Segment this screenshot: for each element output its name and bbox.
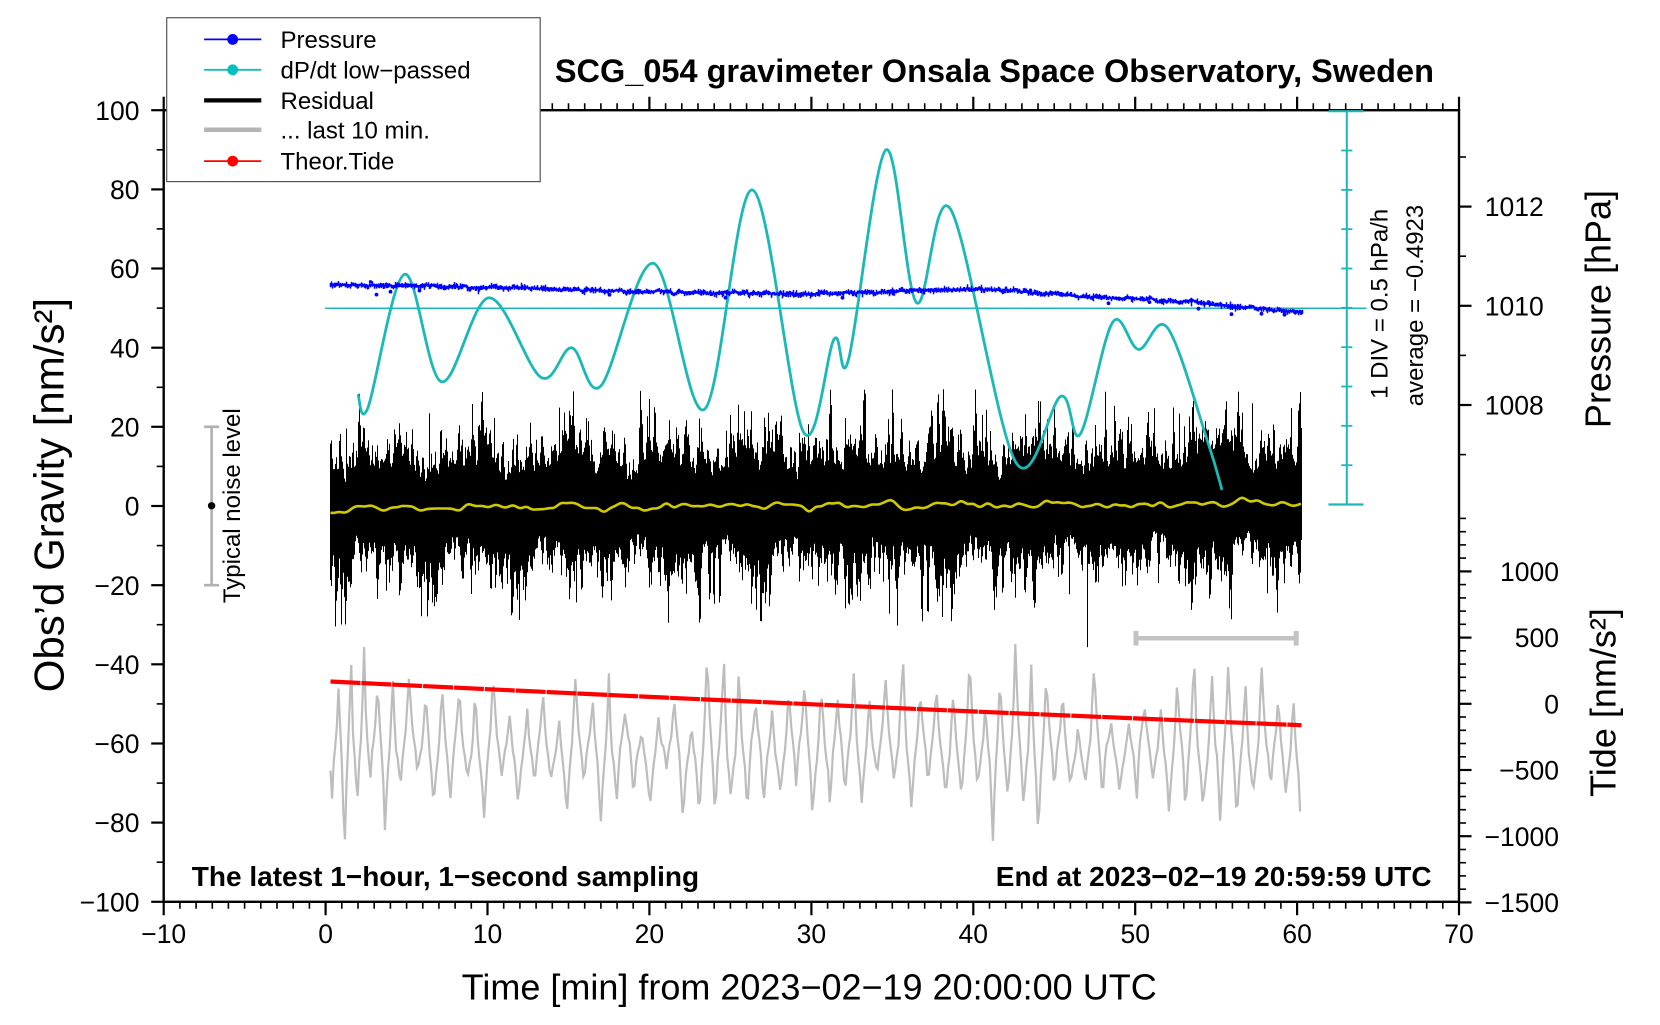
- svg-text:70: 70: [1444, 919, 1473, 949]
- svg-text:Residual: Residual: [281, 88, 374, 115]
- svg-text:40: 40: [110, 333, 139, 363]
- svg-text:End at 2023−02−19 20:59:59 UTC: End at 2023−02−19 20:59:59 UTC: [996, 861, 1432, 892]
- svg-text:Time [min] from 2023−02−19 20:: Time [min] from 2023−02−19 20:00:00 UTC: [462, 967, 1157, 1008]
- svg-text:average = −0.4923: average = −0.4923: [1402, 205, 1429, 407]
- svg-text:60: 60: [110, 254, 139, 284]
- svg-text:Tide [nm/s²]: Tide [nm/s²]: [1582, 608, 1623, 797]
- svg-text:Pressure: Pressure: [281, 27, 377, 54]
- svg-text:... last 10 min.: ... last 10 min.: [281, 117, 430, 144]
- svg-text:−20: −20: [95, 571, 140, 601]
- svg-text:−1500: −1500: [1485, 888, 1559, 918]
- svg-text:Obs’d Gravity [nm/s²]: Obs’d Gravity [nm/s²]: [26, 298, 73, 692]
- svg-text:The latest 1−hour, 1−second sa: The latest 1−hour, 1−second sampling: [192, 861, 699, 892]
- svg-text:−60: −60: [95, 729, 140, 759]
- svg-text:1000: 1000: [1500, 557, 1559, 587]
- svg-text:0: 0: [318, 919, 333, 949]
- svg-text:500: 500: [1515, 623, 1559, 653]
- svg-text:−500: −500: [1499, 756, 1559, 786]
- svg-text:50: 50: [1120, 919, 1149, 949]
- svg-text:40: 40: [959, 919, 988, 949]
- svg-text:20: 20: [110, 412, 139, 442]
- svg-text:Theor.Tide: Theor.Tide: [281, 149, 395, 176]
- svg-text:Pressure [hPa]: Pressure [hPa]: [1578, 190, 1619, 428]
- svg-text:dP/dt low−passed: dP/dt low−passed: [281, 57, 471, 84]
- svg-text:Typical noise level: Typical noise level: [219, 408, 246, 603]
- svg-text:1 DIV = 0.5 hPa/h: 1 DIV = 0.5 hPa/h: [1367, 209, 1394, 399]
- svg-text:10: 10: [473, 919, 502, 949]
- svg-text:−10: −10: [141, 919, 186, 949]
- svg-text:80: 80: [110, 175, 139, 205]
- svg-text:0: 0: [1544, 689, 1559, 719]
- svg-text:−100: −100: [80, 887, 140, 917]
- svg-text:1010: 1010: [1485, 291, 1544, 321]
- svg-text:60: 60: [1282, 919, 1311, 949]
- svg-text:−1000: −1000: [1485, 822, 1559, 852]
- svg-text:30: 30: [797, 919, 826, 949]
- svg-text:0: 0: [125, 492, 140, 522]
- svg-text:1012: 1012: [1485, 192, 1544, 222]
- svg-text:SCG_054 gravimeter Onsala Spac: SCG_054 gravimeter Onsala Space Observat…: [555, 53, 1434, 89]
- svg-text:100: 100: [95, 96, 139, 126]
- svg-text:−80: −80: [95, 808, 140, 838]
- svg-text:−40: −40: [95, 650, 140, 680]
- svg-text:1008: 1008: [1485, 391, 1544, 421]
- svg-text:20: 20: [635, 919, 664, 949]
